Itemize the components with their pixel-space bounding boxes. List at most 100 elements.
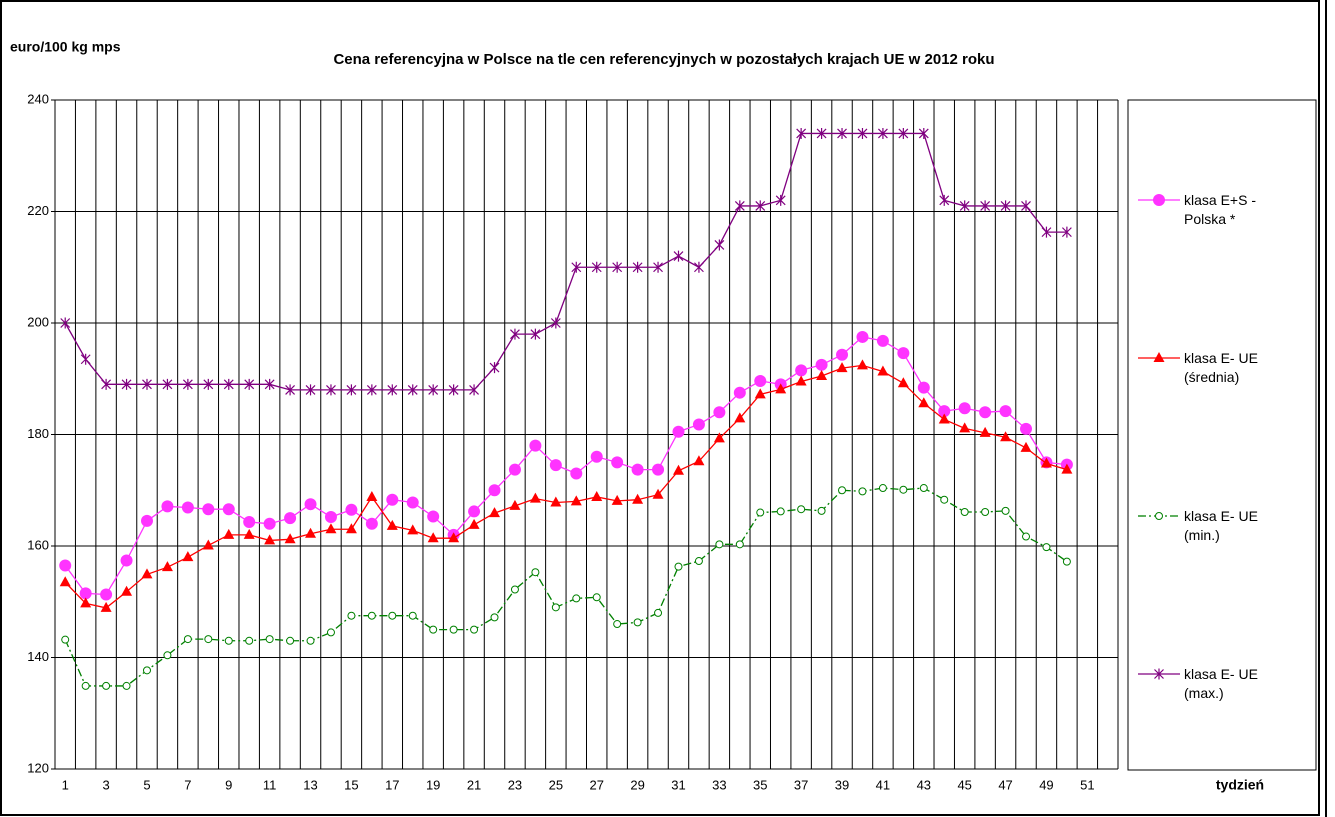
marker <box>612 261 623 273</box>
x-tick-label: 13 <box>303 777 317 792</box>
x-tick-label: 35 <box>753 777 767 792</box>
y-tick-label: 180 <box>27 426 49 441</box>
marker <box>306 636 315 645</box>
marker <box>429 625 438 634</box>
y-tick-label: 120 <box>27 760 49 775</box>
marker <box>161 561 173 572</box>
marker <box>918 397 930 408</box>
marker <box>672 425 685 438</box>
x-tick-label: 15 <box>344 777 358 792</box>
chart-title: Cena referencyjna w Polsce na tle cen re… <box>333 51 994 68</box>
marker <box>366 384 377 396</box>
y-tick-label: 220 <box>27 203 49 218</box>
marker <box>243 516 256 529</box>
marker <box>161 500 174 513</box>
x-tick-label: 7 <box>184 777 191 792</box>
marker <box>735 540 744 549</box>
y-tick-label: 140 <box>27 649 49 664</box>
marker <box>694 557 703 566</box>
marker <box>897 347 910 360</box>
marker <box>141 568 153 579</box>
marker <box>1001 506 1010 515</box>
x-tick-label: 29 <box>630 777 644 792</box>
marker <box>510 328 520 340</box>
marker <box>265 635 274 644</box>
marker <box>61 635 70 644</box>
marker <box>284 512 297 525</box>
marker <box>529 439 542 452</box>
marker <box>264 378 275 390</box>
marker <box>305 527 317 538</box>
marker <box>101 378 112 390</box>
marker <box>672 464 684 475</box>
marker <box>120 554 133 567</box>
marker <box>508 463 521 476</box>
marker <box>959 200 970 212</box>
marker <box>631 463 644 476</box>
x-tick-label: 43 <box>917 777 931 792</box>
x-tick-label: 3 <box>102 777 109 792</box>
x-tick-label: 33 <box>712 777 726 792</box>
marker <box>653 261 663 273</box>
marker <box>715 540 724 549</box>
marker <box>939 194 950 206</box>
marker <box>795 364 808 377</box>
marker <box>448 384 459 396</box>
marker <box>756 508 765 517</box>
marker <box>836 348 849 361</box>
marker <box>79 587 92 600</box>
marker <box>489 362 500 374</box>
marker <box>713 432 725 443</box>
marker <box>100 588 113 601</box>
marker <box>754 388 766 399</box>
marker <box>551 603 560 612</box>
marker <box>958 402 971 415</box>
marker <box>366 490 378 501</box>
marker <box>325 523 337 534</box>
marker <box>918 127 929 139</box>
y-tick-label: 240 <box>27 91 49 106</box>
marker <box>1153 352 1165 362</box>
marker <box>284 533 296 544</box>
marker <box>999 405 1012 418</box>
marker <box>550 496 562 507</box>
marker <box>245 636 254 645</box>
marker <box>755 200 766 212</box>
marker <box>571 261 582 273</box>
marker <box>570 467 583 480</box>
marker <box>286 636 295 645</box>
marker <box>898 127 909 139</box>
marker <box>346 384 357 396</box>
marker <box>285 384 296 396</box>
x-tick-label: 27 <box>589 777 603 792</box>
x-tick-label: 19 <box>426 777 440 792</box>
marker <box>142 666 151 675</box>
marker <box>388 611 397 620</box>
marker <box>632 261 643 273</box>
marker <box>202 539 214 550</box>
marker <box>654 608 663 617</box>
marker <box>877 365 889 376</box>
marker <box>733 386 746 399</box>
legend-label: klasa E+S - Polska * <box>1184 192 1256 227</box>
marker <box>838 486 847 495</box>
marker <box>468 518 480 529</box>
marker <box>387 384 398 396</box>
marker <box>162 378 173 390</box>
marker <box>1061 226 1072 238</box>
marker <box>1020 422 1033 435</box>
marker <box>917 381 930 394</box>
marker <box>326 384 336 396</box>
marker <box>856 330 869 343</box>
x-tick-label: 17 <box>385 777 399 792</box>
marker <box>816 369 828 380</box>
marker <box>734 200 745 212</box>
marker <box>591 490 603 501</box>
marker <box>837 127 847 139</box>
marker <box>979 426 991 437</box>
marker <box>223 528 235 539</box>
marker <box>223 378 234 390</box>
marker <box>633 618 642 627</box>
legend-label: klasa E- UE (max.) <box>1184 666 1258 701</box>
